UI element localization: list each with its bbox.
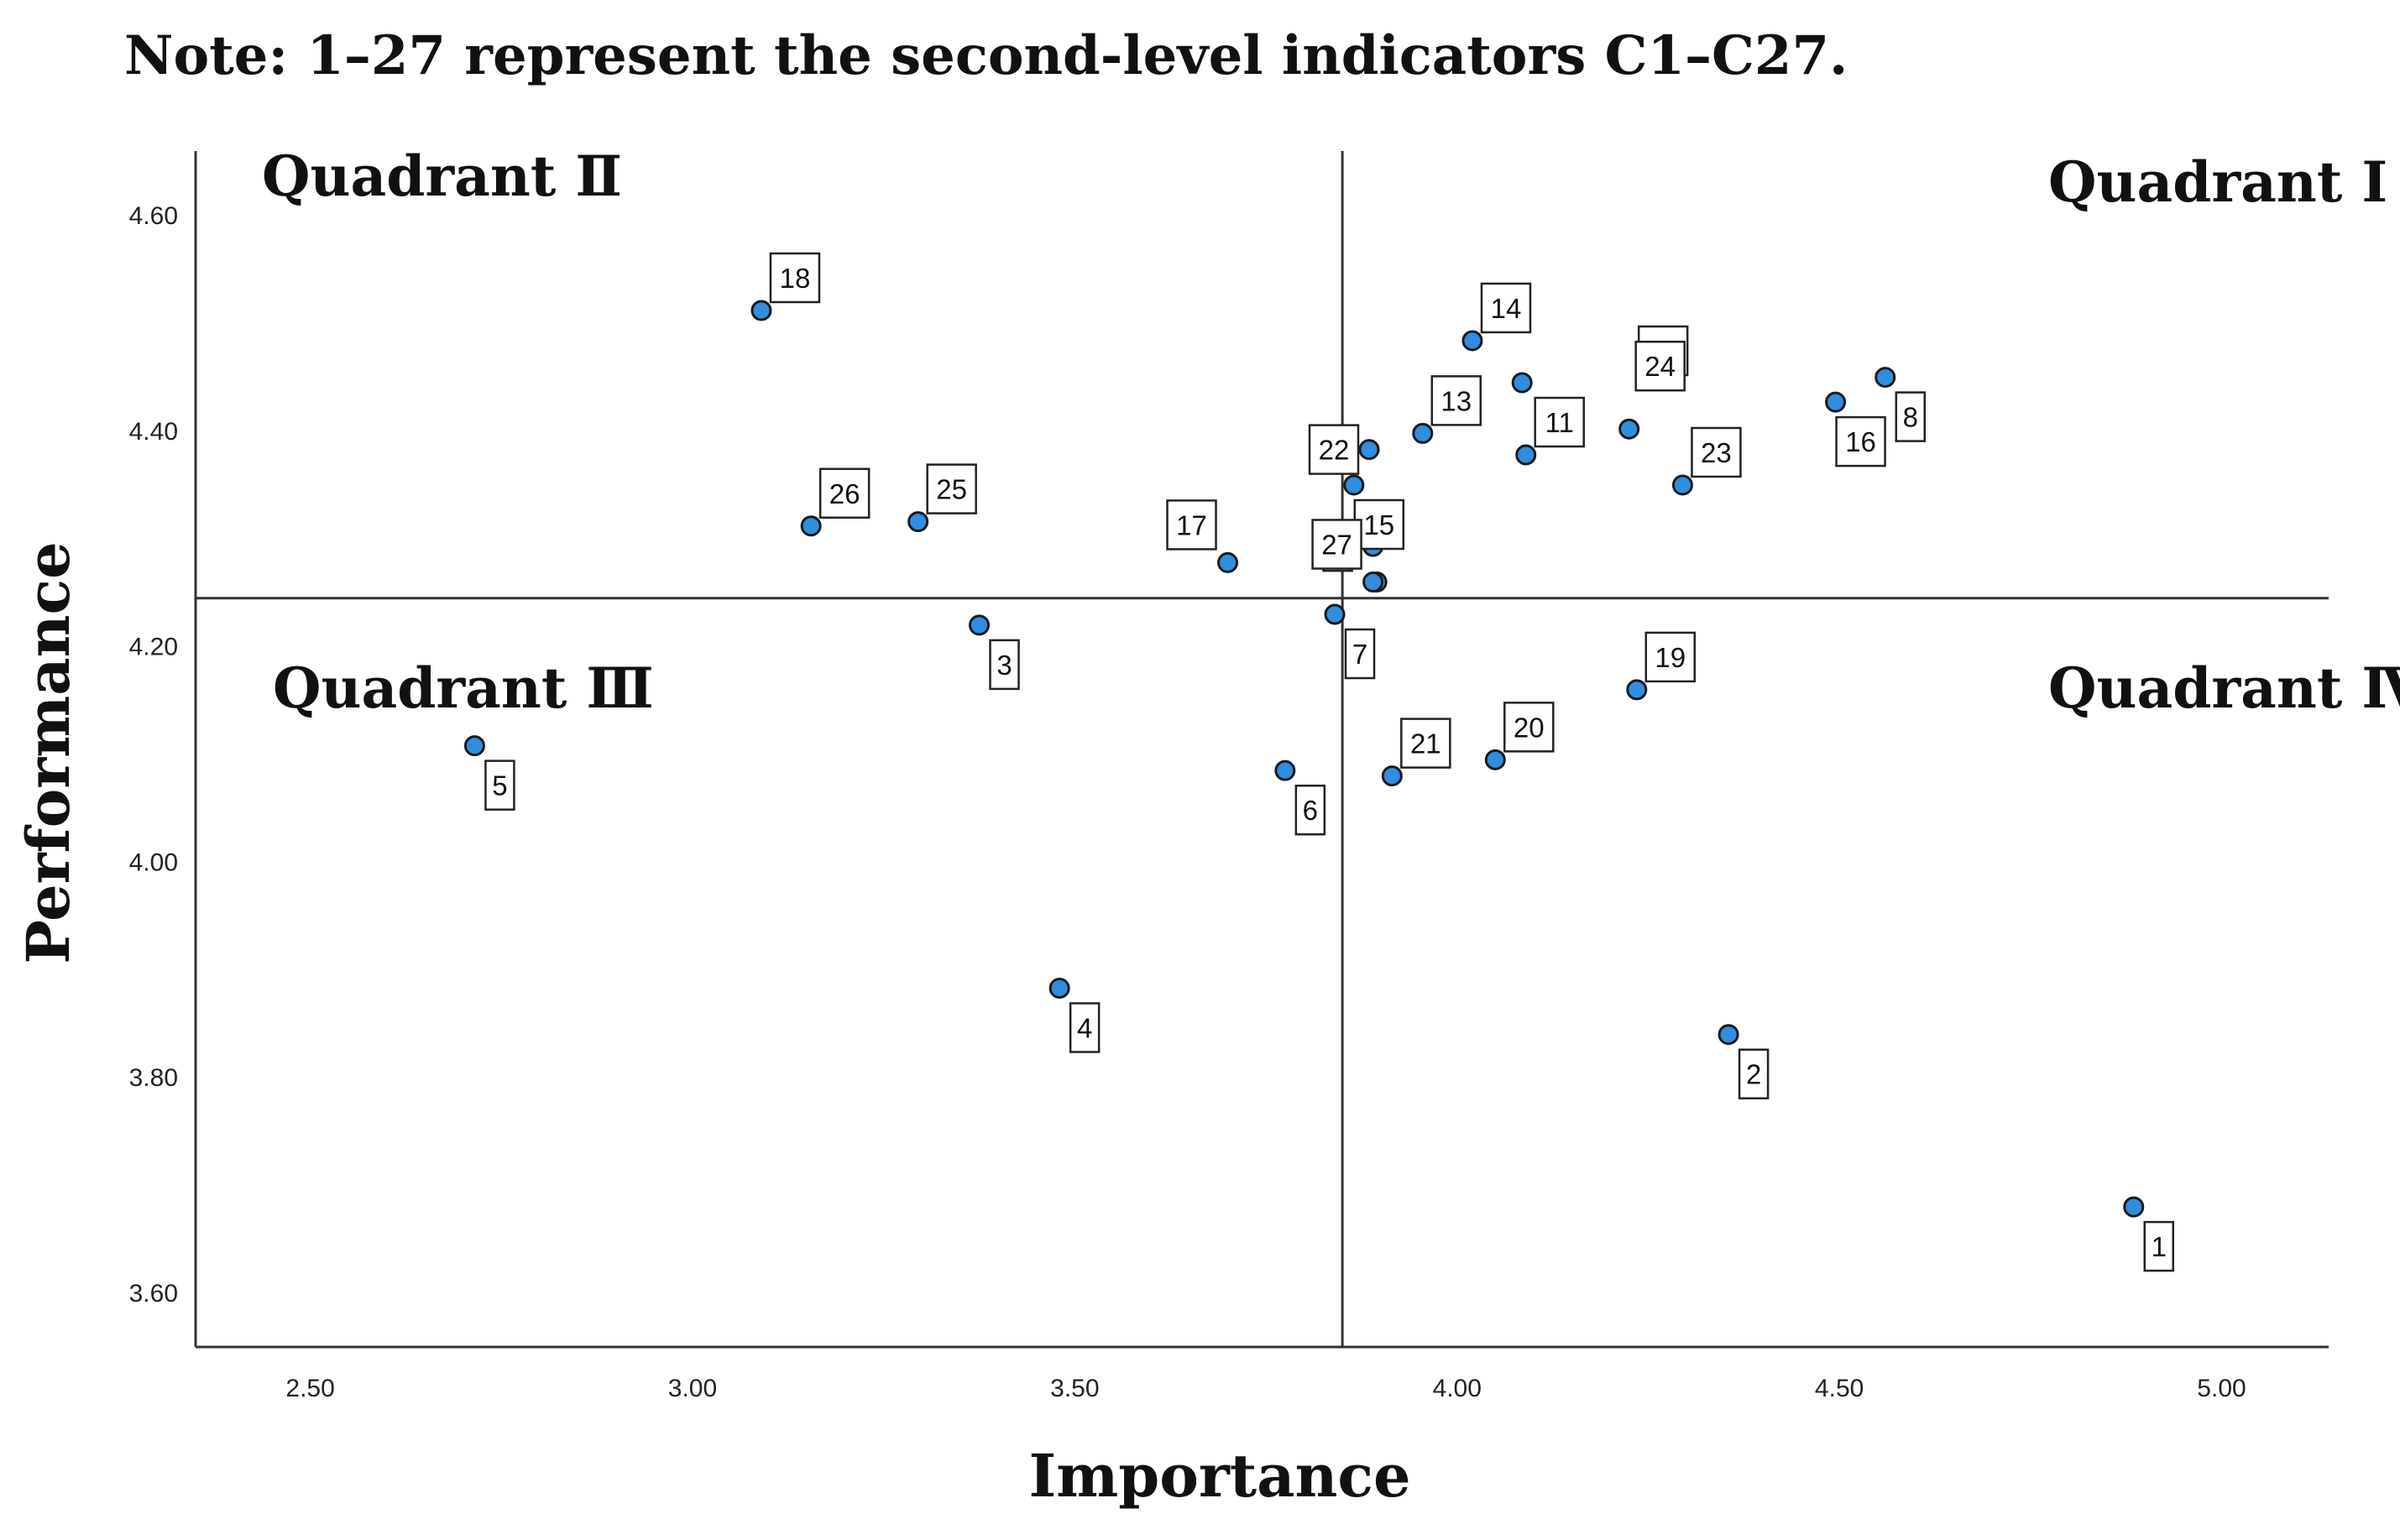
- data-point-c25: [907, 511, 929, 533]
- point-label-box: [1503, 702, 1555, 753]
- point-label-box: [818, 467, 871, 519]
- point-label: 27: [1321, 530, 1352, 561]
- point-label: 14: [1491, 293, 1522, 324]
- point-label-box: [1294, 784, 1326, 836]
- y-tick-labels: 3.60 3.80 4.00 4.20 4.40 4.60: [129, 202, 178, 1308]
- point-label-box: [926, 463, 977, 514]
- y-tick-label: 3.60: [129, 1280, 178, 1308]
- y-tick-label: 4.40: [129, 418, 178, 446]
- point-label: 8: [1903, 402, 1918, 433]
- x-tick-label: 2.50: [285, 1375, 334, 1402]
- data-point-c15: [1343, 474, 1365, 496]
- data-point-c23: [1671, 474, 1693, 496]
- data-point-c18: [750, 300, 772, 321]
- x-axis-title: Importance: [1028, 1441, 1410, 1511]
- point-label: 6: [1303, 795, 1318, 826]
- chart-title: Note: 1–27 represent the second-level in…: [124, 24, 1848, 87]
- data-point-c1: [2123, 1196, 2145, 1218]
- quadrant-iii-label: Quadrant Ⅲ: [273, 655, 654, 721]
- data-point-c12: [1511, 372, 1533, 394]
- point-label: 13: [1441, 385, 1472, 416]
- point-label: 18: [780, 263, 811, 294]
- data-point-c3: [969, 614, 991, 636]
- point-label-box: [1895, 391, 1927, 442]
- point-label-box: [1644, 631, 1697, 683]
- data-point-c11: [1515, 444, 1537, 466]
- point-label: 22: [1319, 435, 1350, 466]
- data-point-c2: [1718, 1024, 1739, 1046]
- point-label-box: [1353, 499, 1405, 551]
- point-label: 11: [1545, 407, 1574, 438]
- data-point-c13: [1412, 422, 1434, 444]
- point-label: 2: [1746, 1059, 1761, 1090]
- data-point-c26: [800, 515, 822, 537]
- point-label: 21: [1410, 728, 1441, 760]
- point-label-box: [2143, 1220, 2175, 1272]
- point-label-box: [1430, 375, 1482, 426]
- point-label-box: [1308, 424, 1360, 475]
- point-label: 17: [1176, 509, 1207, 540]
- point-label: 16: [1845, 426, 1876, 457]
- point-label-box: [989, 639, 1020, 691]
- point-label: 26: [829, 478, 860, 509]
- x-tick-label: 4.00: [1433, 1375, 1482, 1402]
- point-label-box: [1835, 415, 1886, 467]
- y-tick-label: 4.00: [129, 848, 178, 876]
- quadrant-iv-label: Quadrant Ⅳ: [2048, 655, 2400, 721]
- point-label: 25: [936, 474, 967, 505]
- point-label-box: [1738, 1048, 1770, 1099]
- point-label: 5: [492, 770, 507, 801]
- point-label-box: [1400, 718, 1451, 769]
- point-label: 1: [2152, 1231, 2167, 1262]
- data-point-c16: [1825, 391, 1847, 413]
- data-point-c24: [1618, 418, 1640, 440]
- point-label-box: [484, 760, 515, 811]
- x-tick-label: 4.50: [1815, 1375, 1864, 1402]
- point-label-box: [1069, 1002, 1101, 1053]
- data-point-c20: [1484, 749, 1506, 770]
- point-label-box: [769, 252, 821, 304]
- data-points: 1234567891112131415161718192021222324252…: [463, 252, 2175, 1272]
- point-label: 23: [1701, 437, 1732, 468]
- point-label: 20: [1514, 712, 1545, 743]
- y-tick-label: 3.80: [129, 1064, 178, 1092]
- point-label-box: [1634, 340, 1686, 392]
- x-tick-label: 5.00: [2197, 1375, 2246, 1402]
- point-label-box: [1480, 282, 1532, 334]
- point-label-box: [1344, 628, 1376, 680]
- data-point-c17: [1217, 551, 1239, 573]
- quadrant-ii-label: Quadrant Ⅱ: [262, 144, 622, 209]
- point-label-box: [1311, 519, 1362, 570]
- data-point-c4: [1048, 978, 1070, 999]
- point-label: 4: [1077, 1013, 1092, 1044]
- data-point-c14: [1461, 330, 1483, 352]
- y-tick-label: 4.20: [129, 634, 178, 661]
- data-point-c19: [1626, 679, 1648, 701]
- point-label: 15: [1363, 509, 1394, 540]
- data-point-c27: [1362, 572, 1384, 593]
- point-label-box: [1534, 396, 1585, 448]
- data-point-c7: [1324, 603, 1346, 625]
- x-tick-labels: 2.50 3.00 3.50 4.00 4.50 5.00: [285, 1375, 2246, 1402]
- quadrant-i-label: Quadrant Ⅰ: [2048, 149, 2387, 215]
- point-label-box: [1691, 426, 1742, 478]
- y-axis-title: Performance: [13, 541, 83, 963]
- x-tick-label: 3.00: [668, 1375, 717, 1402]
- data-point-c5: [463, 735, 485, 757]
- point-label: 7: [1352, 639, 1367, 670]
- data-point-c21: [1381, 765, 1403, 787]
- point-label-box: [1166, 499, 1217, 551]
- point-label: 19: [1655, 642, 1686, 673]
- y-tick-label: 4.60: [129, 202, 178, 230]
- point-label: 24: [1644, 351, 1676, 382]
- data-point-c22: [1358, 439, 1380, 461]
- point-label: 3: [996, 650, 1012, 681]
- x-tick-label: 3.50: [1050, 1375, 1099, 1402]
- data-point-c6: [1274, 760, 1296, 781]
- data-point-c8: [1875, 367, 1896, 389]
